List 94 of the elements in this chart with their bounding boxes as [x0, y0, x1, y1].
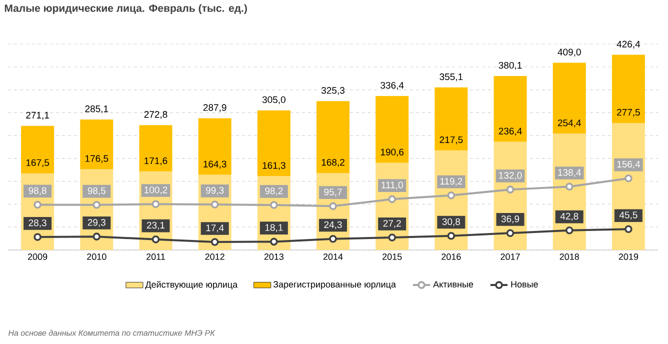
total-label: 336,4 [380, 82, 404, 90]
data-label: 254,4 [558, 119, 581, 128]
x-tick-label: 2017 [500, 254, 520, 260]
total-label: 380,1 [498, 62, 522, 70]
total-label: 287,9 [203, 104, 226, 112]
data-label: 132,0 [499, 172, 522, 180]
point [624, 174, 632, 182]
legend-label: Зарегистрированные юрлица [273, 281, 396, 290]
data-label: 42,8 [560, 212, 578, 221]
data-label: 17,4 [206, 224, 224, 232]
point [92, 232, 101, 240]
bar [434, 87, 468, 150]
point [388, 234, 396, 242]
bar [612, 54, 645, 123]
bar [139, 125, 172, 172]
data-label: 190,6 [380, 148, 404, 157]
bar [80, 119, 114, 170]
total-label: 305,0 [262, 96, 286, 104]
chart-title: Малые юридические лица. Февраль (тыс. ед.) [4, 4, 247, 14]
point [447, 232, 456, 240]
data-label: 236,4 [498, 128, 522, 136]
data-label: 171,6 [144, 157, 168, 166]
point [329, 234, 337, 243]
point [506, 229, 514, 237]
bar [316, 101, 350, 173]
point [565, 182, 574, 191]
point [34, 233, 42, 241]
x-tick-label: 2010 [87, 254, 106, 260]
legend-label: Активные [433, 281, 474, 288]
data-label: 30,8 [442, 218, 460, 226]
data-label: 36,9 [501, 216, 520, 224]
bar [376, 96, 409, 163]
data-label: 95,7 [324, 188, 342, 196]
data-label: 161,3 [262, 162, 286, 170]
bar [21, 126, 54, 174]
x-tick-label: 2012 [205, 254, 224, 260]
point [210, 200, 219, 208]
data-label: 98,8 [28, 187, 46, 196]
point [506, 186, 514, 194]
bar [494, 76, 527, 142]
point [447, 192, 456, 200]
data-label: 100,2 [144, 186, 168, 194]
point [388, 195, 396, 204]
total-label: 285,1 [85, 105, 108, 114]
point [210, 238, 219, 246]
data-label: 99,3 [206, 186, 224, 195]
x-tick-label: 2015 [382, 254, 402, 260]
x-tick-label: 2009 [28, 254, 48, 260]
total-label: 355,1 [440, 73, 463, 82]
data-label: 111,0 [382, 182, 403, 190]
data-label: 28,3 [28, 219, 46, 228]
total-label: 271,1 [26, 112, 49, 120]
total-label: 426,4 [616, 40, 640, 49]
data-label: 98,5 [88, 187, 106, 196]
total-label: 272,8 [144, 111, 168, 119]
x-tick-label: 2013 [264, 254, 284, 260]
data-label: 27,2 [383, 220, 401, 228]
total-label: 409,0 [558, 48, 581, 57]
point [270, 238, 278, 246]
legend-label: Действующие юрлица [145, 280, 238, 290]
point [329, 202, 337, 210]
data-label: 23,1 [146, 222, 165, 230]
x-tick-label: 2016 [442, 254, 461, 260]
bar [552, 62, 586, 134]
point [152, 200, 160, 208]
x-tick-label: 2011 [146, 254, 165, 260]
data-label: 138,4 [558, 169, 581, 177]
data-label: 167,5 [26, 159, 50, 168]
data-label: 29,3 [88, 219, 106, 227]
data-label: 98,2 [265, 187, 283, 196]
bar [198, 118, 232, 175]
data-label: 18,1 [265, 224, 283, 232]
x-tick-label: 2019 [618, 254, 638, 260]
data-label: 176,5 [85, 155, 108, 163]
total-label: 325,3 [321, 87, 344, 95]
legend-label: Новые [511, 281, 538, 288]
x-tick-label: 2014 [323, 254, 343, 260]
x-tick-label: 2018 [560, 254, 579, 260]
point [624, 225, 632, 234]
point [565, 226, 574, 234]
point [92, 200, 101, 209]
data-label: 217,5 [440, 136, 463, 144]
data-label: 119,2 [440, 178, 462, 186]
data-label: 168,2 [322, 158, 344, 167]
point [270, 201, 278, 209]
data-label: 45,5 [619, 212, 638, 220]
point [34, 200, 42, 209]
point [152, 236, 160, 244]
text: На основе данных Комитета по статистике МНЭ РК [8, 330, 216, 336]
data-label: 277,5 [617, 108, 640, 117]
bar [257, 110, 290, 176]
data-label: 24,3 [324, 221, 342, 230]
data-label: 164,3 [204, 160, 226, 169]
data-label: 156,4 [617, 160, 640, 169]
